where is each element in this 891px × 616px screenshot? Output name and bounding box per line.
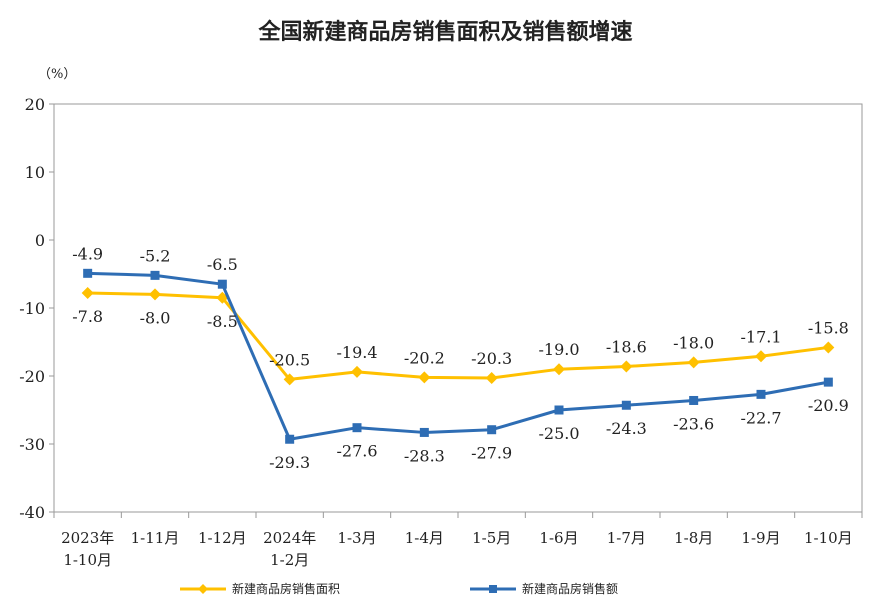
data-point-diamond [687, 356, 700, 369]
x-tick-label: 1-2月 [270, 551, 309, 569]
data-label: -19.4 [336, 343, 377, 362]
x-tick-label: 1-7月 [607, 529, 646, 547]
data-label: -23.6 [673, 414, 714, 433]
x-tick-label: 2024年 [263, 529, 316, 547]
data-label: -17.1 [740, 327, 781, 346]
plot-frame [53, 103, 863, 513]
x-tick-label: 1-12月 [198, 529, 247, 547]
data-point-square [689, 395, 699, 405]
data-point-diamond [620, 360, 633, 373]
data-point-square [554, 405, 564, 415]
y-tick-label: -10 [19, 299, 45, 318]
x-tick-label: 1-5月 [472, 529, 511, 547]
data-label: -15.8 [808, 318, 849, 337]
x-tick-label: 1-6月 [539, 529, 578, 547]
x-tick-label: 1-10月 [63, 551, 112, 569]
y-tick-label: 20 [25, 95, 45, 114]
data-point-diamond [418, 371, 431, 384]
data-label: -29.3 [269, 453, 310, 472]
data-point-diamond [149, 288, 161, 301]
data-label: -19.0 [538, 340, 579, 359]
y-tick-label: -30 [19, 435, 45, 454]
data-label: -18.0 [673, 333, 714, 352]
data-label: -5.2 [140, 246, 171, 265]
data-point-square [621, 400, 631, 410]
data-label: -20.9 [808, 396, 849, 415]
y-tick-label: 10 [25, 163, 45, 182]
data-point-diamond [822, 341, 835, 354]
series-layer [81, 268, 835, 444]
data-label: -8.0 [140, 308, 171, 327]
data-point-diamond [485, 372, 498, 385]
data-point-square [217, 279, 227, 289]
x-tick-label: 2023年 [61, 529, 114, 547]
data-label: -18.6 [606, 337, 647, 356]
data-point-square [83, 268, 93, 278]
y-tick-label: -40 [19, 503, 45, 522]
legend-swatch-sales [470, 584, 516, 593]
series-line-sales [87, 271, 829, 441]
data-label: -20.5 [269, 350, 310, 369]
data-point-diamond [351, 365, 363, 378]
data-point-diamond [283, 373, 296, 386]
data-label: -6.5 [207, 255, 238, 274]
x-tick-label: 1-3月 [337, 529, 376, 547]
series-line-area [87, 291, 829, 381]
legend-item-area: 新建商品房销售面积 [180, 580, 340, 597]
data-labels: -7.8 -8.0 -8.5 -20.5 -19.4 -20.2 -20.3 -19.0 -18… [72, 244, 849, 472]
data-label: -22.7 [740, 408, 781, 427]
data-label: -8.5 [207, 312, 238, 331]
x-tick-label: 1-11月 [131, 529, 180, 547]
data-point-square [487, 425, 497, 435]
y-tick-label: 0 [35, 231, 45, 250]
legend-label-area: 新建商品房销售面积 [232, 582, 341, 596]
data-point-diamond [81, 287, 94, 300]
x-tick-label: 1-10月 [804, 529, 853, 547]
y-tick-label: -20 [19, 367, 45, 386]
x-tick-label: 1-4月 [405, 529, 444, 547]
data-point-square [285, 434, 295, 444]
data-point-square [150, 270, 160, 280]
data-label: -24.3 [606, 419, 647, 438]
data-point-diamond [553, 363, 565, 376]
data-point-square [756, 389, 766, 399]
chart-axes: （%） 20 10 0 -10 -20 -30 -40 2023年 1-10月 1-11月 1-12月… [19, 67, 863, 569]
data-point-square [419, 427, 429, 437]
x-tick-label: 1-8月 [674, 529, 713, 547]
chart-title: 全国新建商品房销售面积及销售额增速 [258, 20, 633, 45]
y-axis-unit-label: （%） [38, 67, 76, 82]
data-point-square [823, 377, 833, 387]
data-point-diamond [755, 350, 767, 363]
data-label: -28.3 [404, 446, 445, 465]
data-point-square [352, 423, 362, 433]
data-label: -27.9 [471, 444, 512, 463]
data-label: -20.2 [404, 348, 445, 367]
data-label: -27.6 [336, 442, 377, 461]
legend-label-sales: 新建商品房销售额 [522, 582, 619, 596]
data-label: -4.9 [72, 244, 103, 263]
x-tick-label: 1-9月 [741, 529, 780, 547]
legend-item-sales: 新建商品房销售额 [470, 580, 618, 597]
data-label: -7.8 [72, 307, 103, 326]
data-label: -25.0 [538, 424, 579, 443]
data-label: -20.3 [471, 349, 512, 368]
legend-swatch-area [180, 583, 226, 594]
